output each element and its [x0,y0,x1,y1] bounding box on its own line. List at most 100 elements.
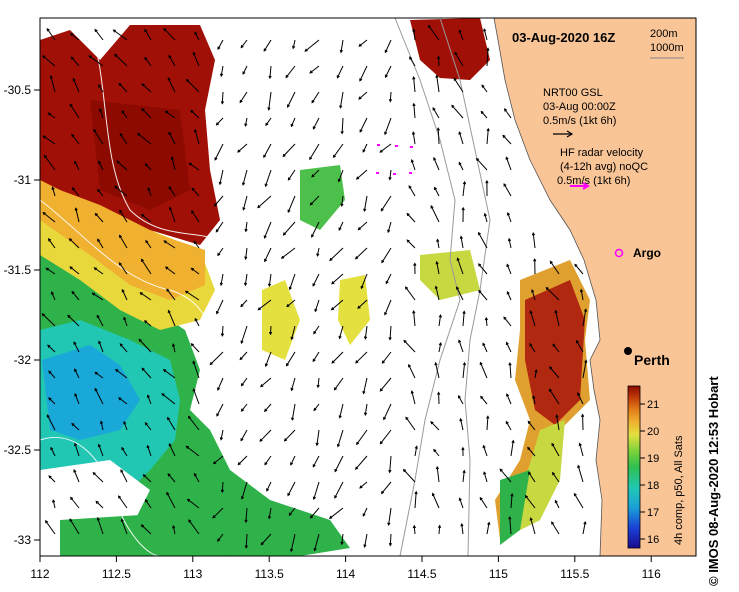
velocity-arrow [99,108,104,119]
lat-tick-label: -32 [14,353,32,367]
velocity-arrowhead [331,360,335,364]
velocity-arrow [460,236,464,249]
velocity-arrowhead [453,77,457,81]
velocity-arrowhead [184,290,189,294]
velocity-arrow [147,445,152,457]
velocity-arrowhead [508,361,512,366]
velocity-arrow [119,133,128,145]
velocity-arrow [289,273,296,290]
velocity-arrow [479,362,488,379]
velocity-arrow [432,107,440,119]
velocity-arrowhead [358,96,362,100]
velocity-arrow [577,392,584,405]
velocity-arrow [555,310,560,327]
velocity-arrowhead [220,101,225,105]
velocity-arrow [363,377,368,394]
latitude-axis: -30.5 -31 -31.5 -32 -32.5 -33 [4,83,40,547]
velocity-arrow [217,39,224,50]
velocity-arrowhead [510,492,514,497]
velocity-arrow [311,91,320,103]
velocity-arrowhead [215,229,219,233]
velocity-arrowhead [482,342,486,346]
lat-tick-label: -31 [14,173,32,187]
velocity-arrow [406,213,416,223]
velocity-arrowhead [192,388,196,392]
velocity-arrow [165,266,176,275]
velocity-arrow [510,493,513,509]
velocity-arrowhead [260,541,264,546]
velocity-arrowhead [168,131,172,135]
velocity-arrowhead [435,74,439,78]
velocity-arrow [362,507,368,517]
velocity-arrow [166,288,176,301]
velocity-arrowhead [218,181,222,186]
velocity-arrowhead [163,27,167,32]
velocity-arrowhead [414,490,418,495]
colorbar-label: 4h comp, p50, All Sats [673,435,685,545]
velocity-arrow [244,117,248,126]
velocity-arrowhead [412,28,416,32]
velocity-arrow [88,55,104,67]
velocity-arrowhead [404,286,409,290]
velocity-arrow [552,343,560,353]
velocity-arrowhead [551,442,555,447]
velocity-arrow [316,247,320,256]
velocity-arrow [171,157,176,171]
velocity-arrowhead [486,127,490,132]
nrt-line1: NRT00 GSL [543,87,603,99]
lon-tick-label: 116 [642,567,661,581]
velocity-arrow [314,299,320,312]
colorbar-tick-label: 20 [647,426,659,438]
velocity-arrow [379,143,392,153]
velocity-arrow [72,187,80,197]
velocity-arrowhead [257,205,261,209]
velocity-arrow [579,443,584,457]
velocity-arrowhead [531,288,535,293]
velocity-arrowhead [433,448,437,453]
velocity-arrowhead [186,498,191,502]
velocity-arrow [241,481,248,499]
velocity-arrowhead [475,157,480,162]
velocity-arrow [430,205,440,223]
velocity-arrow [406,239,416,249]
velocity-arrow [220,429,224,440]
velocity-arrow [123,421,128,431]
velocity-arrowhead [98,340,102,344]
velocity-arrowhead [340,203,344,208]
velocity-arrow [169,207,176,223]
velocity-arrowhead [141,83,145,87]
velocity-arrow [257,299,272,311]
velocity-arrow [242,195,248,210]
velocity-arrowhead [240,408,244,412]
velocity-arrow [438,56,440,67]
velocity-arrowhead [388,337,392,341]
velocity-arrowhead [67,314,71,319]
velocity-arrow [264,247,272,262]
velocity-arrowhead [265,122,269,127]
velocity-arrowhead [379,388,383,392]
velocity-arrowhead [384,312,388,316]
velocity-arrow [292,39,296,49]
velocity-arrowhead [70,496,74,500]
velocity-arrowhead [212,461,217,465]
velocity-arrowhead [194,317,198,322]
velocity-arrowhead [507,237,512,242]
velocity-arrowhead [116,160,120,164]
velocity-arrowhead [141,108,145,112]
velocity-arrow [190,110,200,119]
velocity-arrow [381,247,392,263]
velocity-arrowhead [332,154,336,159]
velocity-arrowhead [51,186,55,190]
velocity-arrow [384,117,392,135]
velocity-arrowhead [214,157,218,161]
velocity-arrow [42,313,56,327]
velocity-arrowhead [285,363,289,367]
velocity-arrow [476,158,488,171]
velocity-arrow [147,187,152,197]
velocity-arrow [291,403,296,420]
velocity-arrow [409,56,416,67]
velocity-arrowhead [287,104,290,108]
velocity-arrowhead [118,262,122,266]
velocity-arrow [310,507,320,519]
colorbar-tick-label: 16 [647,534,659,546]
